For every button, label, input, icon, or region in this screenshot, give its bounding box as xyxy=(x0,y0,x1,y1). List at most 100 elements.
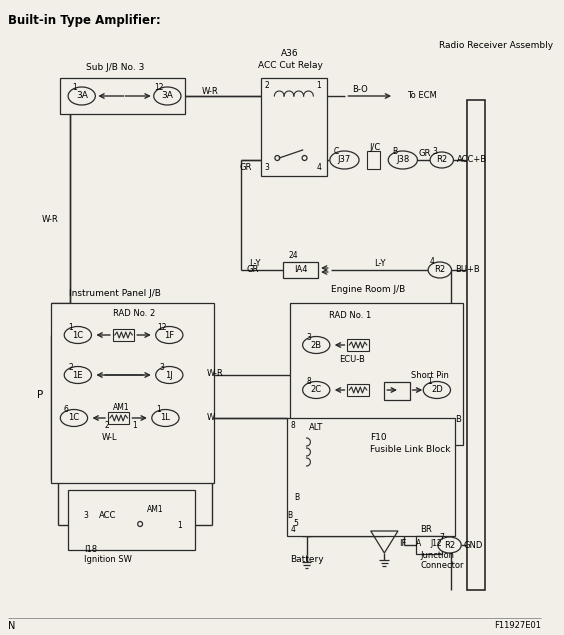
Text: 1C: 1C xyxy=(68,413,80,422)
Text: RAD No. 2: RAD No. 2 xyxy=(113,309,156,318)
Bar xyxy=(416,536,442,554)
Text: 2C: 2C xyxy=(311,385,322,394)
Text: 1: 1 xyxy=(69,323,73,331)
Bar xyxy=(287,418,455,536)
Text: I18: I18 xyxy=(83,545,97,554)
Text: Engine Room J/B: Engine Room J/B xyxy=(331,286,405,295)
Bar xyxy=(283,262,318,278)
Text: Instrument Panel J/B: Instrument Panel J/B xyxy=(69,288,161,298)
Text: 2B: 2B xyxy=(311,340,322,349)
Text: C: C xyxy=(334,147,340,156)
Text: Short Pin: Short Pin xyxy=(411,370,448,380)
Ellipse shape xyxy=(156,366,183,384)
Ellipse shape xyxy=(156,326,183,344)
Text: 7: 7 xyxy=(439,533,444,542)
Text: L-Y: L-Y xyxy=(249,258,261,267)
Text: 2: 2 xyxy=(105,422,109,431)
Text: 6: 6 xyxy=(64,406,69,415)
Text: ALT: ALT xyxy=(309,424,323,432)
Ellipse shape xyxy=(423,382,451,399)
Bar xyxy=(78,508,185,546)
Text: R2: R2 xyxy=(434,265,446,274)
Text: 1C: 1C xyxy=(72,330,83,340)
Text: A: A xyxy=(416,538,421,547)
Text: 3: 3 xyxy=(433,147,437,156)
Bar xyxy=(347,384,369,396)
Text: 12: 12 xyxy=(157,323,166,331)
Text: 1J: 1J xyxy=(165,370,173,380)
Text: 24: 24 xyxy=(288,251,298,260)
Bar xyxy=(68,490,195,550)
Text: 1: 1 xyxy=(316,81,321,90)
Text: BR: BR xyxy=(420,526,432,535)
Text: J12: J12 xyxy=(430,538,442,547)
Text: B: B xyxy=(294,493,299,502)
Text: P: P xyxy=(37,390,43,400)
Text: GND: GND xyxy=(463,540,483,549)
Bar xyxy=(467,100,484,590)
Text: F10: F10 xyxy=(370,434,386,443)
Text: N: N xyxy=(8,621,15,631)
Text: ECU-B: ECU-B xyxy=(340,356,365,364)
Text: F11927E01: F11927E01 xyxy=(494,622,541,631)
Ellipse shape xyxy=(60,410,87,427)
Text: 8: 8 xyxy=(291,420,296,429)
Text: Radio Receiver Assembly: Radio Receiver Assembly xyxy=(439,41,553,50)
Text: IF: IF xyxy=(399,538,406,547)
Text: J38: J38 xyxy=(396,156,409,164)
Bar xyxy=(384,382,409,400)
Text: 12: 12 xyxy=(154,83,164,93)
Text: Ignition SW: Ignition SW xyxy=(83,556,131,565)
Text: ACC Cut Relay: ACC Cut Relay xyxy=(258,60,323,69)
Text: 1: 1 xyxy=(132,422,136,431)
Ellipse shape xyxy=(68,87,95,105)
Text: GR: GR xyxy=(418,149,430,157)
Text: 3: 3 xyxy=(159,363,164,371)
Text: 4: 4 xyxy=(316,163,321,173)
Text: B-O: B-O xyxy=(352,86,368,95)
Ellipse shape xyxy=(438,537,461,553)
Text: 1: 1 xyxy=(73,83,77,93)
Ellipse shape xyxy=(430,152,453,168)
Text: J37: J37 xyxy=(338,156,351,164)
Ellipse shape xyxy=(428,262,452,278)
Bar xyxy=(290,303,463,445)
Text: Junction: Junction xyxy=(420,552,455,561)
Text: 1: 1 xyxy=(177,521,182,530)
Bar xyxy=(113,329,134,341)
Text: 2D: 2D xyxy=(431,385,443,394)
Text: 4: 4 xyxy=(430,258,434,267)
Text: J/C: J/C xyxy=(369,144,380,152)
Ellipse shape xyxy=(64,326,91,344)
Text: L-Y: L-Y xyxy=(374,258,385,267)
Text: W-R: W-R xyxy=(42,215,59,225)
Bar xyxy=(367,151,381,169)
Text: Connector: Connector xyxy=(420,561,464,570)
Text: B: B xyxy=(455,415,461,425)
Text: To ECM: To ECM xyxy=(407,91,437,100)
Text: AM1: AM1 xyxy=(113,403,130,413)
Text: B: B xyxy=(393,147,398,156)
Bar xyxy=(60,78,185,114)
Text: 2: 2 xyxy=(265,81,270,90)
Text: Battery: Battery xyxy=(290,556,323,565)
Text: GR: GR xyxy=(240,163,252,171)
Text: AM1: AM1 xyxy=(147,505,164,514)
Text: 3: 3 xyxy=(306,333,311,342)
Ellipse shape xyxy=(152,410,179,427)
Ellipse shape xyxy=(303,382,330,399)
Text: Built-in Type Amplifier:: Built-in Type Amplifier: xyxy=(8,14,161,27)
Text: R2: R2 xyxy=(436,156,447,164)
Text: 2: 2 xyxy=(69,363,73,371)
Text: RAD No. 1: RAD No. 1 xyxy=(329,311,372,319)
Text: IA4: IA4 xyxy=(294,265,307,274)
Text: 3: 3 xyxy=(83,511,89,519)
Bar xyxy=(108,412,129,424)
Text: W-L: W-L xyxy=(101,434,117,443)
Text: Fusible Link Block: Fusible Link Block xyxy=(370,444,450,453)
Text: W: W xyxy=(206,413,214,422)
Text: 5: 5 xyxy=(294,519,299,528)
Text: W-R: W-R xyxy=(206,370,223,378)
Text: ACC+B: ACC+B xyxy=(457,156,487,164)
Text: 1F: 1F xyxy=(164,330,174,340)
